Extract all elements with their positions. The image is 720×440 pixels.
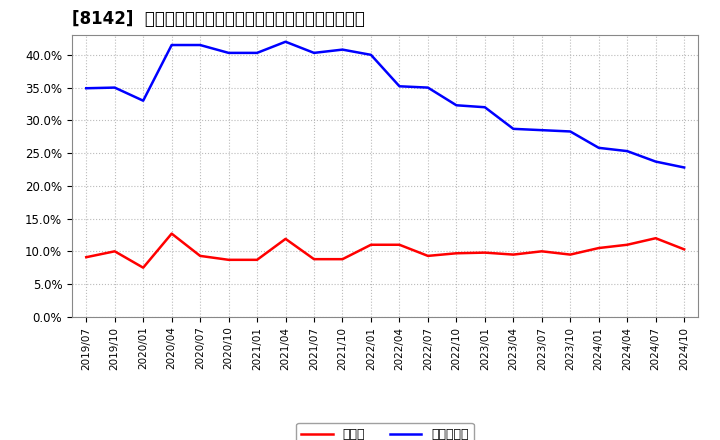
Legend: 現預金, 有利子負債: 現預金, 有利子負債	[297, 423, 474, 440]
有利子負債	[537, 128, 546, 133]
現預金	[225, 257, 233, 263]
有利子負債	[225, 50, 233, 55]
有利子負債	[110, 85, 119, 90]
有利子負債	[139, 98, 148, 103]
現預金	[196, 253, 204, 259]
現預金	[282, 236, 290, 242]
現預金	[82, 255, 91, 260]
現預金	[366, 242, 375, 247]
現預金	[310, 257, 318, 262]
現預金	[452, 251, 461, 256]
現預金	[652, 235, 660, 241]
Line: 有利子負債: 有利子負債	[86, 42, 684, 168]
有利子負債	[595, 145, 603, 150]
有利子負債	[82, 86, 91, 91]
有利子負債	[566, 129, 575, 134]
有利子負債	[652, 159, 660, 164]
有利子負債	[310, 50, 318, 55]
Text: [8142]  現預金、有利子負債の総資産に対する比率の推移: [8142] 現預金、有利子負債の総資産に対する比率の推移	[72, 10, 365, 28]
現預金	[139, 265, 148, 270]
有利子負債	[509, 126, 518, 132]
有利子負債	[423, 85, 432, 90]
Line: 現預金: 現預金	[86, 234, 684, 268]
有利子負債	[282, 39, 290, 44]
現預金	[395, 242, 404, 247]
現預金	[110, 249, 119, 254]
現預金	[623, 242, 631, 247]
現預金	[338, 257, 347, 262]
有利子負債	[680, 165, 688, 170]
有利子負債	[196, 42, 204, 48]
有利子負債	[366, 52, 375, 58]
現預金	[480, 250, 489, 255]
現預金	[680, 247, 688, 252]
現預金	[509, 252, 518, 257]
有利子負債	[480, 105, 489, 110]
有利子負債	[623, 148, 631, 154]
現預金	[537, 249, 546, 254]
有利子負債	[253, 50, 261, 55]
現預金	[253, 257, 261, 263]
有利子負債	[167, 42, 176, 48]
現預金	[423, 253, 432, 259]
有利子負債	[452, 103, 461, 108]
現預金	[566, 252, 575, 257]
現預金	[167, 231, 176, 236]
有利子負債	[338, 47, 347, 52]
有利子負債	[395, 84, 404, 89]
現預金	[595, 246, 603, 251]
